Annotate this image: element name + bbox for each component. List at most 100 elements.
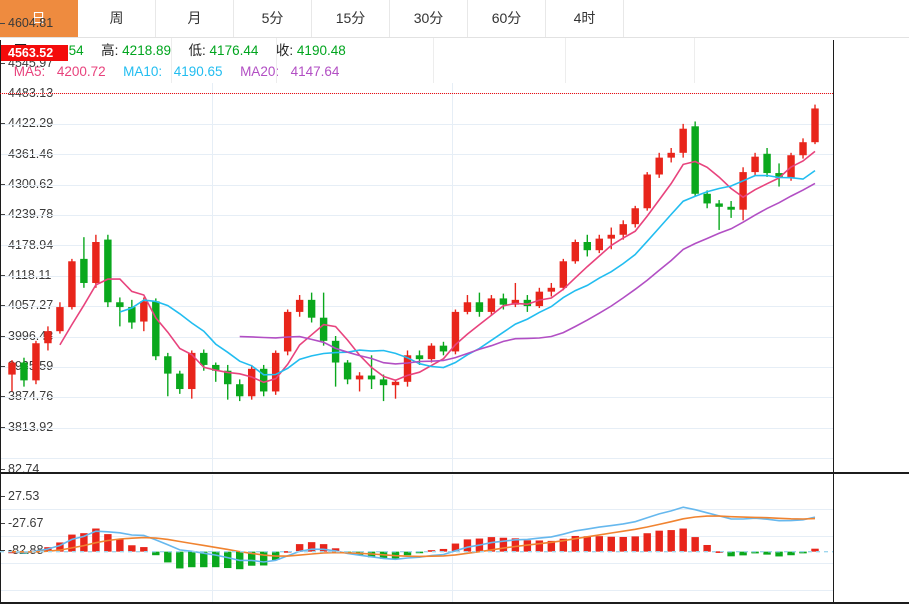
tab-1[interactable]: 周 bbox=[78, 0, 156, 37]
price-axis-tick bbox=[0, 427, 5, 428]
candle-body bbox=[247, 368, 256, 397]
macd-histogram-bar bbox=[415, 551, 424, 554]
timeframe-tabbar: 日 周 月 5分 15分 30分 60分 4时 bbox=[0, 0, 909, 38]
macd-panel-bottom-border bbox=[0, 602, 909, 604]
tab-4[interactable]: 15分 bbox=[312, 0, 390, 37]
macd-histogram-bar bbox=[739, 551, 747, 556]
macd-histogram-bar bbox=[583, 536, 592, 552]
tab-label: 5分 bbox=[261, 10, 284, 26]
tab-label: 30分 bbox=[413, 10, 444, 26]
candle-body bbox=[523, 299, 532, 307]
macd-histogram-bar bbox=[631, 536, 639, 552]
candle-body bbox=[535, 291, 544, 307]
candle-body bbox=[403, 355, 412, 382]
candle-body bbox=[235, 384, 244, 397]
macd-histogram-bar bbox=[104, 534, 112, 552]
tab-label: 60分 bbox=[491, 10, 522, 26]
candle-body bbox=[56, 307, 64, 332]
macd-histogram-bar bbox=[619, 536, 627, 552]
macd-histogram-bar bbox=[679, 528, 687, 552]
macd-histogram-bar bbox=[56, 542, 64, 552]
macd-diff-line bbox=[11, 506, 816, 563]
price-axis-tick bbox=[0, 366, 5, 367]
macd-axis-tick bbox=[0, 550, 5, 551]
candle-body bbox=[475, 302, 484, 312]
candle-body bbox=[571, 242, 580, 262]
candle-body bbox=[224, 370, 232, 385]
tab-label: 4时 bbox=[573, 10, 596, 26]
candle-body bbox=[80, 258, 88, 283]
candle-body bbox=[595, 238, 603, 251]
tab-0[interactable]: 日 bbox=[0, 0, 78, 37]
tab-5[interactable]: 30分 bbox=[390, 0, 468, 37]
info-separator-0 bbox=[171, 38, 172, 83]
price-axis-label: 3813.92 bbox=[8, 420, 54, 434]
macd-histogram-bar bbox=[283, 551, 292, 553]
price-gridline bbox=[0, 337, 833, 338]
candle-body bbox=[655, 157, 663, 175]
macd-histogram-bar bbox=[164, 551, 172, 563]
price-axis-label: 4604.81 bbox=[8, 16, 54, 30]
ma10-label: MA10: bbox=[123, 64, 163, 79]
price-gridline bbox=[0, 397, 833, 398]
candle-body bbox=[8, 362, 16, 375]
price-axis-tick bbox=[0, 184, 5, 185]
candle-body bbox=[415, 355, 424, 360]
macd-histogram-bar bbox=[535, 540, 544, 552]
price-gridline bbox=[0, 245, 833, 246]
candle-body bbox=[607, 234, 615, 239]
candle-body bbox=[188, 352, 196, 390]
ma5-label: MA5: bbox=[13, 64, 46, 79]
macd-axis-label: -27.67 bbox=[8, 516, 44, 530]
macd-gridline bbox=[0, 509, 833, 510]
info-separator-1 bbox=[276, 38, 277, 83]
tab-2[interactable]: 月 bbox=[156, 0, 234, 37]
tab-7[interactable]: 4时 bbox=[546, 0, 624, 37]
tabbar-filler bbox=[624, 0, 909, 37]
candle-body bbox=[104, 239, 112, 303]
candle-body bbox=[499, 298, 508, 305]
tab-3[interactable]: 5分 bbox=[234, 0, 312, 37]
candle-body bbox=[439, 345, 448, 352]
macd-histogram-bar bbox=[691, 537, 699, 552]
candle-body bbox=[667, 152, 675, 158]
candle-body bbox=[68, 261, 76, 308]
macd-histogram-bar bbox=[403, 551, 412, 556]
candle-body bbox=[631, 208, 639, 225]
macd-axis-tick bbox=[0, 523, 5, 524]
macd-histogram-bar bbox=[92, 528, 100, 552]
info-separator-3 bbox=[565, 38, 566, 83]
ma10-value: 4190.65 bbox=[173, 64, 223, 79]
macd-histogram-bar bbox=[427, 550, 436, 552]
macd-gridline bbox=[0, 590, 833, 591]
macd-axis-tick bbox=[0, 469, 5, 470]
macd-histogram-bar bbox=[188, 551, 196, 568]
tab-6[interactable]: 60分 bbox=[468, 0, 546, 37]
info-separator-4 bbox=[694, 38, 695, 83]
price-vgridline bbox=[452, 83, 453, 472]
price-axis-tick bbox=[0, 214, 5, 215]
candle-body bbox=[343, 362, 352, 380]
candle-body bbox=[547, 287, 556, 292]
macd-histogram-bar bbox=[152, 551, 160, 556]
current-price-line bbox=[0, 93, 833, 94]
macd-histogram-bar bbox=[523, 540, 532, 552]
ma20-label: MA20: bbox=[240, 64, 280, 79]
macd-histogram-bar bbox=[68, 534, 76, 552]
macd-histogram-bar bbox=[247, 551, 256, 566]
macd-axis-label: -82.88 bbox=[8, 543, 44, 557]
macd-axis-tick bbox=[0, 496, 5, 497]
macd-histogram-bar bbox=[307, 542, 316, 552]
candle-body bbox=[679, 128, 687, 153]
macd-histogram-bar bbox=[715, 551, 723, 553]
candle-body bbox=[140, 301, 148, 322]
macd-histogram-bar bbox=[212, 551, 220, 568]
price-panel-bottom-border bbox=[0, 472, 909, 474]
candle-body bbox=[727, 206, 735, 210]
price-gridline bbox=[0, 215, 833, 216]
macd-histogram-bar bbox=[763, 551, 771, 555]
candle-body bbox=[619, 224, 627, 235]
price-axis-tick bbox=[0, 305, 5, 306]
macd-histogram-bar bbox=[140, 547, 148, 552]
